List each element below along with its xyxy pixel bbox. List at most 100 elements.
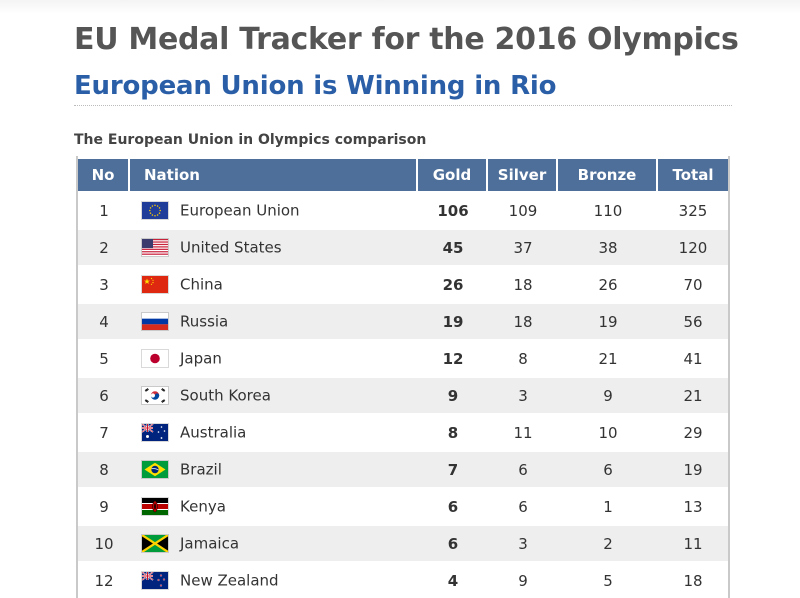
- cell-no: 9: [78, 487, 130, 524]
- cell-gold: 45: [418, 228, 488, 265]
- cell-total: 70: [658, 265, 728, 302]
- cell-silver: 18: [488, 265, 558, 302]
- cell-gold: 4: [418, 561, 488, 598]
- table-caption: The European Union in Olympics compariso…: [74, 132, 427, 148]
- table-body: 1 European Union 106 109 110 325 2 United State…: [78, 191, 728, 598]
- cell-bronze: 5: [558, 561, 658, 598]
- cell-nation: Brazil: [130, 450, 418, 487]
- nation-name: New Zealand: [180, 571, 279, 590]
- nation-name: Japan: [180, 349, 222, 368]
- table-row: 1 European Union 106 109 110 325: [78, 191, 728, 228]
- south-korea-flag-icon: [142, 387, 168, 405]
- cell-nation: Jamaica: [130, 524, 418, 561]
- nation-name: European Union: [180, 201, 300, 220]
- table-row: 2 United States 45 37 38 120: [78, 228, 728, 265]
- browser-top-shade: [0, 0, 800, 14]
- column-header-silver: Silver: [488, 156, 558, 191]
- cell-no: 12: [78, 561, 130, 598]
- cell-silver: 3: [488, 376, 558, 413]
- cell-bronze: 1: [558, 487, 658, 524]
- cell-no: 10: [78, 524, 130, 561]
- cell-total: 41: [658, 339, 728, 376]
- cell-silver: 6: [488, 487, 558, 524]
- cell-nation: Australia: [130, 413, 418, 450]
- cell-total: 29: [658, 413, 728, 450]
- table-row: 7 Australia 8 11 10 29: [78, 413, 728, 450]
- kenya-flag-icon: [142, 498, 168, 516]
- brazil-flag-icon: [142, 461, 168, 479]
- cell-gold: 106: [418, 191, 488, 228]
- cell-total: 325: [658, 191, 728, 228]
- cell-bronze: 21: [558, 339, 658, 376]
- cell-nation: South Korea: [130, 376, 418, 413]
- column-header-gold: Gold: [418, 156, 488, 191]
- nation-name: Russia: [180, 312, 229, 331]
- cell-bronze: 9: [558, 376, 658, 413]
- nation-name: United States: [180, 238, 282, 257]
- cell-bronze: 19: [558, 302, 658, 339]
- column-header-bronze: Bronze: [558, 156, 658, 191]
- cell-total: 13: [658, 487, 728, 524]
- cell-bronze: 38: [558, 228, 658, 265]
- page-subtitle: European Union is Winning in Rio: [74, 71, 557, 101]
- cell-nation: New Zealand: [130, 561, 418, 598]
- cell-no: 1: [78, 191, 130, 228]
- cell-gold: 6: [418, 487, 488, 524]
- nation-name: China: [180, 275, 223, 294]
- cell-bronze: 6: [558, 450, 658, 487]
- column-header-nation: Nation: [130, 156, 418, 191]
- table-row: 9 Kenya 6 6 1 13: [78, 487, 728, 524]
- cell-nation: Russia: [130, 302, 418, 339]
- china-flag-icon: [142, 276, 168, 294]
- cell-silver: 3: [488, 524, 558, 561]
- cell-silver: 6: [488, 450, 558, 487]
- nation-name: Australia: [180, 423, 247, 442]
- jamaica-flag-icon: [142, 535, 168, 553]
- new-zealand-flag-icon: [142, 572, 168, 590]
- cell-gold: 12: [418, 339, 488, 376]
- cell-no: 5: [78, 339, 130, 376]
- cell-nation: United States: [130, 228, 418, 265]
- table-row: 3 China 26 18 26 70: [78, 265, 728, 302]
- cell-nation: Kenya: [130, 487, 418, 524]
- table-header-row: No Nation Gold Silver Bronze Total: [78, 156, 728, 191]
- cell-no: 6: [78, 376, 130, 413]
- russia-flag-icon: [142, 313, 168, 331]
- nation-name: South Korea: [180, 386, 271, 405]
- table-row: 5 Japan 12 8 21 41: [78, 339, 728, 376]
- cell-no: 2: [78, 228, 130, 265]
- cell-bronze: 10: [558, 413, 658, 450]
- cell-bronze: 2: [558, 524, 658, 561]
- us-flag-icon: [142, 239, 168, 257]
- column-header-total: Total: [658, 156, 728, 191]
- cell-gold: 26: [418, 265, 488, 302]
- cell-total: 21: [658, 376, 728, 413]
- page-title: EU Medal Tracker for the 2016 Olympics: [74, 22, 739, 57]
- table-row: 8 Brazil 7 6 6 19: [78, 450, 728, 487]
- nation-name: Brazil: [180, 460, 222, 479]
- cell-no: 8: [78, 450, 130, 487]
- cell-no: 3: [78, 265, 130, 302]
- medal-table: No Nation Gold Silver Bronze Total 1 Euro…: [76, 156, 730, 598]
- australia-flag-icon: [142, 424, 168, 442]
- japan-flag-icon: [142, 350, 168, 368]
- cell-silver: 9: [488, 561, 558, 598]
- cell-gold: 19: [418, 302, 488, 339]
- cell-silver: 8: [488, 339, 558, 376]
- cell-total: 120: [658, 228, 728, 265]
- cell-no: 7: [78, 413, 130, 450]
- cell-total: 19: [658, 450, 728, 487]
- cell-no: 4: [78, 302, 130, 339]
- cell-gold: 9: [418, 376, 488, 413]
- cell-silver: 18: [488, 302, 558, 339]
- cell-gold: 7: [418, 450, 488, 487]
- nation-name: Jamaica: [180, 534, 240, 553]
- table-row: 10 Jamaica 6 3 2 11: [78, 524, 728, 561]
- table-row: 12 New Zealand 4 9 5 18: [78, 561, 728, 598]
- cell-silver: 37: [488, 228, 558, 265]
- cell-total: 18: [658, 561, 728, 598]
- cell-silver: 11: [488, 413, 558, 450]
- table-row: 6 South Korea 9 3 9 21: [78, 376, 728, 413]
- cell-nation: European Union: [130, 191, 418, 228]
- cell-bronze: 110: [558, 191, 658, 228]
